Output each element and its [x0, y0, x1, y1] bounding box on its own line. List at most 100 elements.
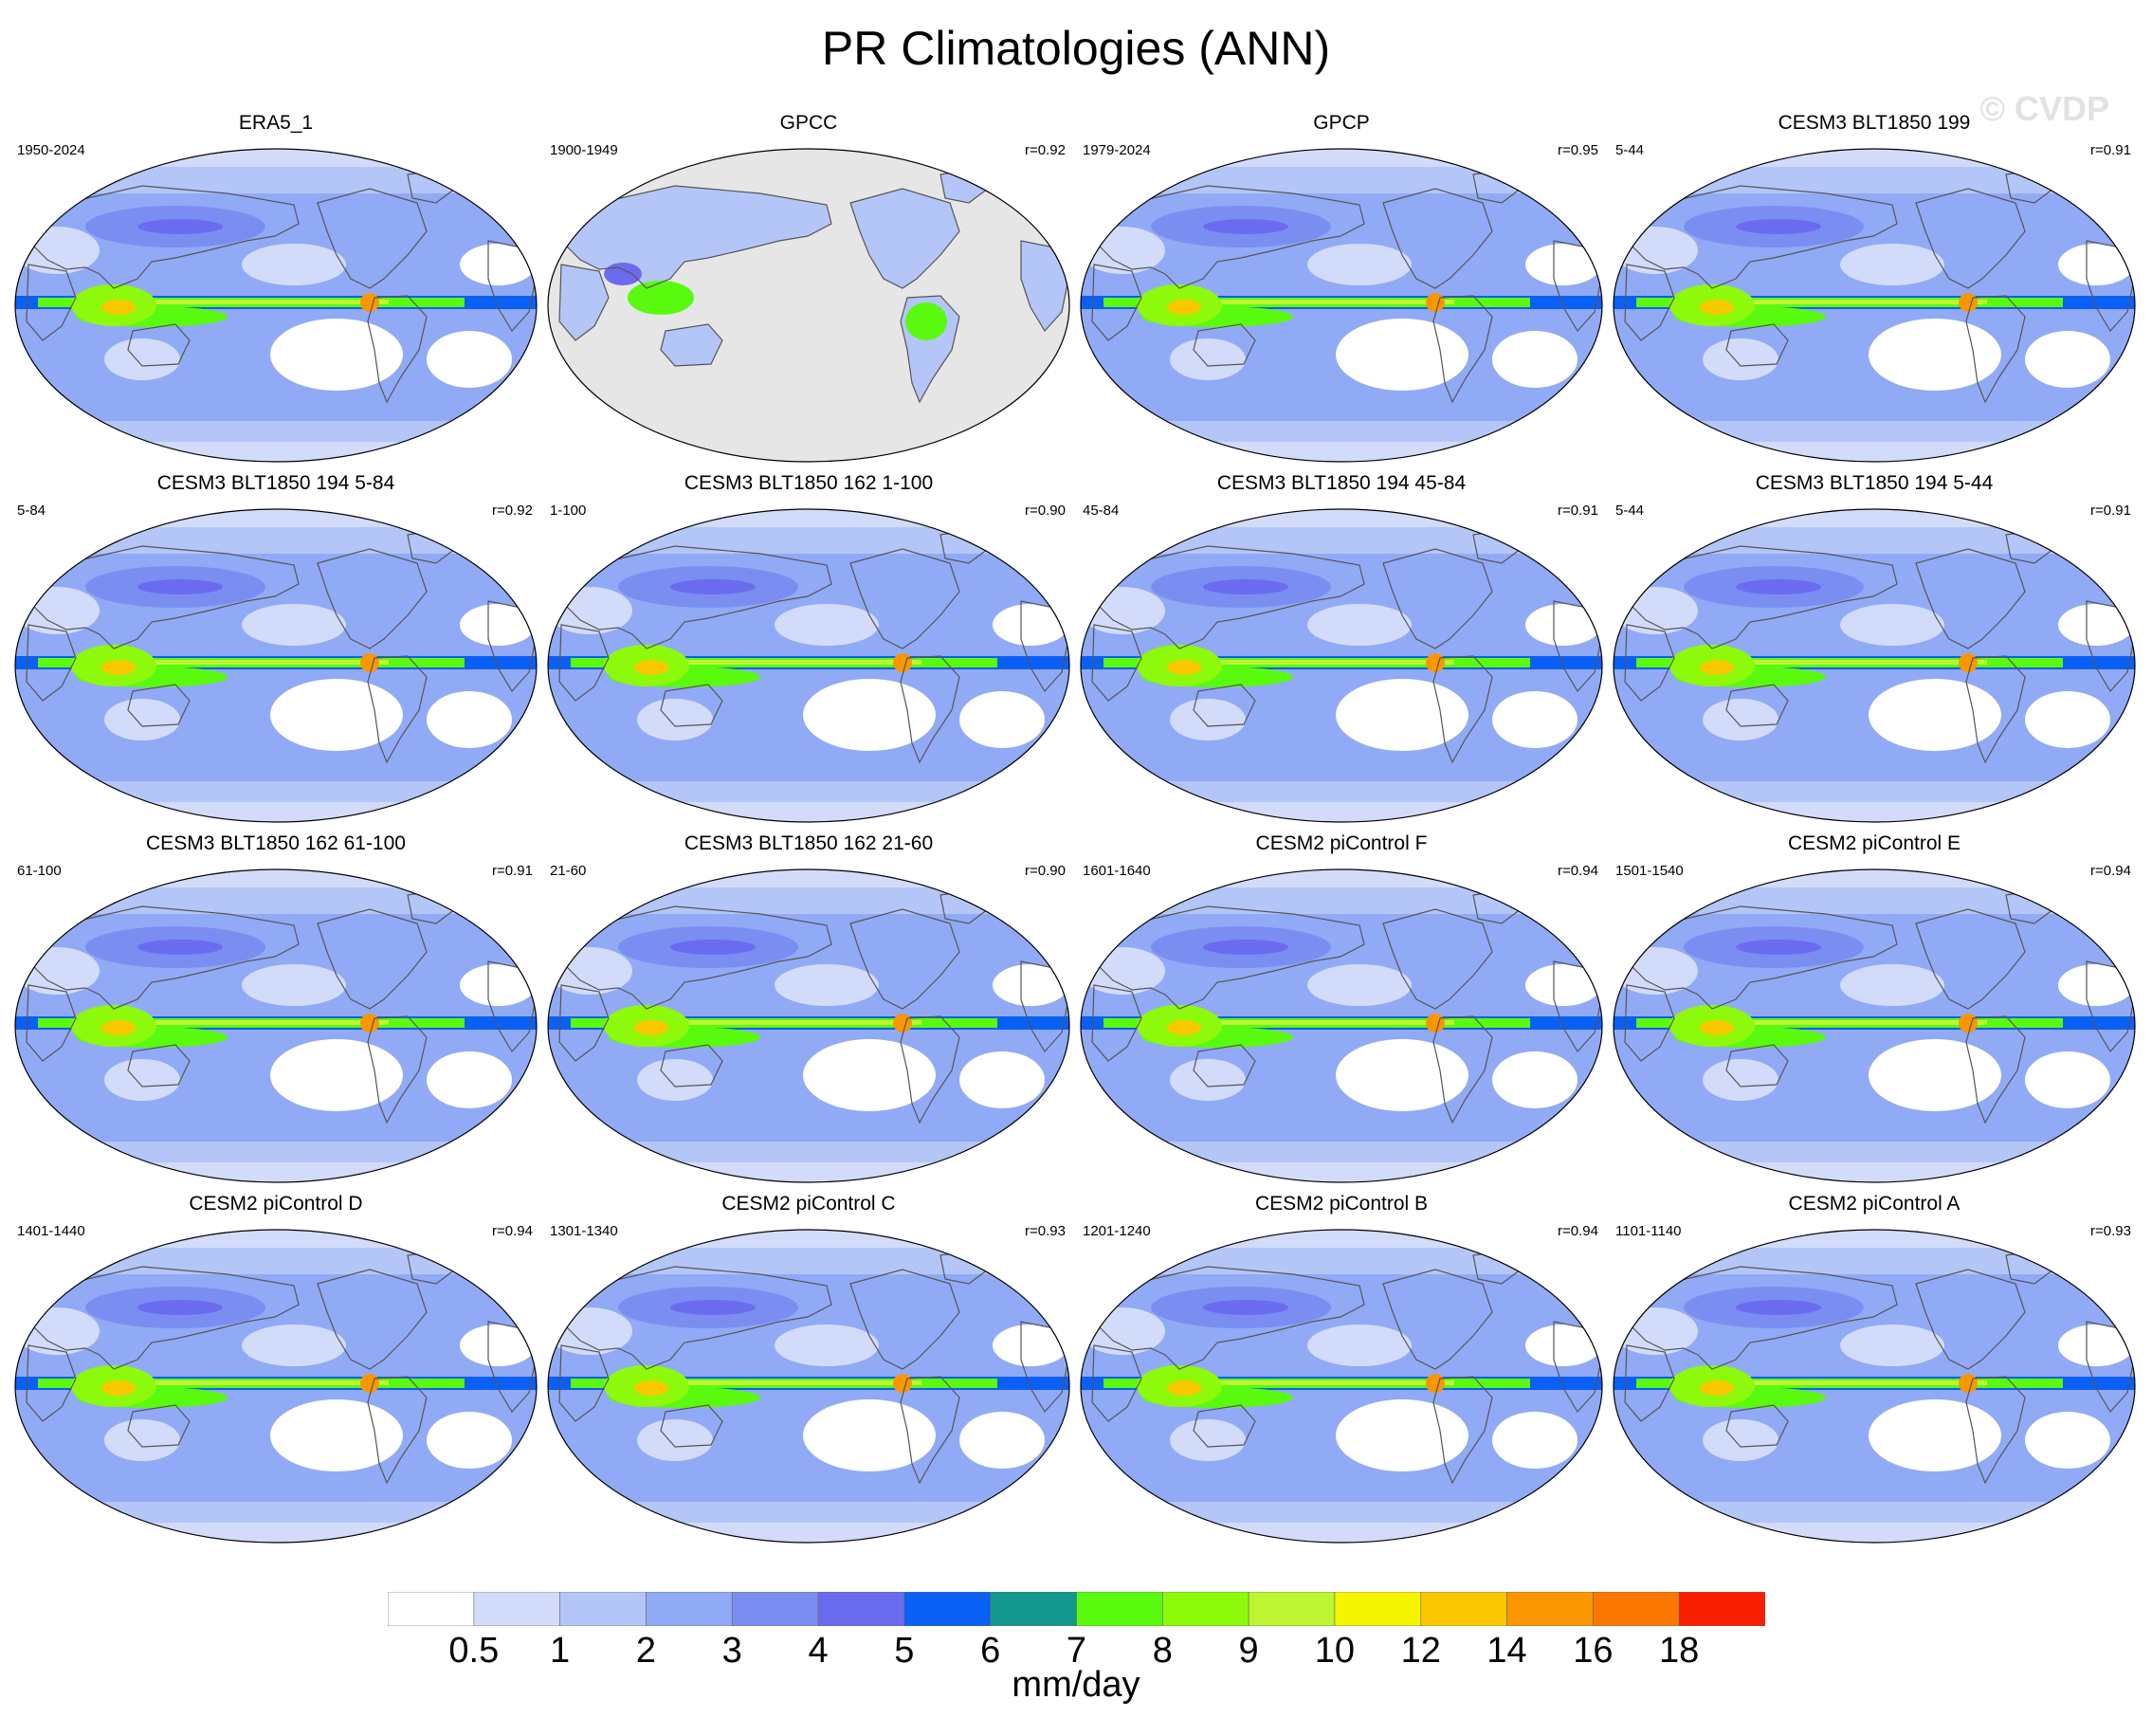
colorbar-swatch: [1076, 1592, 1163, 1626]
itcz-core: [104, 1020, 389, 1025]
panama-bight-max: [1426, 1014, 1445, 1032]
coastline-1: [26, 1344, 77, 1422]
land-precip-6: [1021, 241, 1068, 331]
asia-monsoon-rain: [604, 263, 642, 285]
panel-title: CESM3 BLT1850 162 61-100: [146, 832, 406, 854]
ne-pacific-dry-zone: [242, 244, 346, 285]
map-panel: CESM2 piControl E 1501-1540 r=0.94: [1608, 827, 2141, 1183]
coastline-1: [1624, 264, 1675, 341]
australia-dry-zone: [1703, 1059, 1778, 1101]
coastline-2: [1193, 323, 1256, 367]
colorbar-tick-label: 2: [635, 1631, 657, 1671]
robinson-map: [14, 508, 538, 823]
coastline-3: [1382, 908, 1493, 1010]
coastline-4: [367, 295, 428, 404]
colorbar-tick-label: 10: [1314, 1631, 1356, 1671]
sahara-dry-zone: [2058, 604, 2134, 646]
map-panel: CESM2 piControl C 1301-1340 r=0.93: [542, 1187, 1075, 1544]
s-atlantic-dry-zone: [959, 1051, 1045, 1108]
coastline-4: [1432, 655, 1493, 764]
robinson-map: [1613, 148, 2136, 463]
colorbar-swatch: [1420, 1592, 1507, 1626]
s-atlantic-dry-zone: [1492, 331, 1578, 388]
ne-pacific-dry-zone: [775, 964, 879, 1006]
precipitation-field: [548, 1230, 1069, 1543]
panel-period: 1201-1240: [1083, 1223, 1151, 1239]
panel-period: 1401-1440: [17, 1223, 85, 1239]
coastline-2: [660, 1404, 723, 1448]
colorbar-tick-label: 12: [1400, 1631, 1441, 1671]
map-border: [14, 508, 538, 823]
coastline-4: [1432, 1015, 1493, 1124]
australia-dry-zone: [637, 1059, 713, 1101]
colorbar-tick-label: 8: [1152, 1631, 1173, 1671]
ne-pacific-dry-zone: [242, 604, 346, 646]
warm-pool-max: [1700, 660, 1734, 675]
itcz-core: [1170, 1020, 1454, 1025]
colorbar-swatch: [731, 1592, 819, 1626]
se-pacific-dry-zone: [270, 1039, 403, 1111]
south-polar-dry: [548, 1162, 1069, 1182]
robinson-map: [14, 1229, 538, 1544]
colorbar-swatch: [1162, 1592, 1249, 1626]
south-polar-dry: [15, 1523, 537, 1543]
panel-period: 45-84: [1083, 503, 1120, 519]
panel-correlation: r=0.94: [1558, 1223, 1598, 1239]
robinson-map: [547, 148, 1070, 463]
precipitation-field: [15, 869, 537, 1182]
coastline-2: [127, 1404, 191, 1448]
coastline-3: [849, 1269, 960, 1370]
land-precip-2: [661, 324, 722, 366]
panama-bight-max: [1426, 1374, 1445, 1393]
storm-track-core: [1736, 940, 1821, 955]
panel-title: GPCC: [779, 112, 838, 134]
figure-title: PR Climatologies (ANN): [821, 22, 1331, 75]
robinson-map: [14, 148, 538, 463]
s-atlantic-dry-zone: [1492, 691, 1578, 748]
coastline-0: [565, 905, 832, 1010]
colorbar-swatch: [1334, 1592, 1422, 1626]
se-pacific-dry-zone: [1869, 1039, 2001, 1111]
panel-period: 1979-2024: [1083, 142, 1151, 158]
panel-correlation: r=0.91: [1558, 503, 1598, 519]
sahara-dry-zone: [460, 244, 536, 285]
coastline-1: [558, 624, 610, 702]
sahara-dry-zone: [1525, 244, 1601, 285]
ne-pacific-dry-zone: [1307, 244, 1412, 285]
coastline-1: [1091, 1344, 1142, 1422]
panama-bight-max: [1959, 293, 1978, 312]
coastline-4: [1965, 1015, 2026, 1124]
precipitation-field: [548, 869, 1069, 1182]
panel-title: CESM2 piControl D: [189, 1193, 363, 1215]
colorbar: [388, 1592, 1765, 1626]
storm-track-core: [137, 940, 223, 955]
warm-pool-max: [1167, 1380, 1201, 1396]
map-panel: CESM3 BLT1850 199 5-44 r=0.91: [1608, 106, 2141, 463]
precipitation-field: [15, 1230, 537, 1543]
panel-correlation: r=0.92: [492, 503, 533, 519]
warm-pool-max: [101, 1020, 136, 1035]
ne-pacific-dry-zone: [242, 1325, 346, 1366]
panama-bight-max: [1426, 653, 1445, 672]
coastline-4: [1432, 295, 1493, 404]
panama-bight-max: [893, 653, 912, 672]
colorbar-swatch: [1506, 1592, 1594, 1626]
storm-track-core: [670, 579, 756, 594]
warm-pool-max: [101, 300, 136, 315]
panel-period: 61-100: [17, 863, 62, 879]
robinson-map: [14, 868, 538, 1183]
panel-correlation: r=0.93: [1025, 1223, 1066, 1239]
panama-bight-max: [893, 1374, 912, 1393]
warm-pool-max: [1700, 1380, 1734, 1396]
precipitation-field: [15, 149, 537, 462]
coastline-2: [127, 1044, 191, 1087]
sahara-dry-zone: [2058, 1325, 2134, 1366]
colorbar-tick-label: 1: [550, 1631, 571, 1671]
coastline-4: [367, 655, 428, 764]
coastline-0: [565, 1266, 832, 1370]
ne-pacific-dry-zone: [775, 604, 879, 646]
storm-track-core: [1736, 579, 1821, 594]
panel-period: 5-84: [17, 503, 46, 519]
map-border: [1080, 1229, 1603, 1544]
panama-bight-max: [360, 1374, 379, 1393]
